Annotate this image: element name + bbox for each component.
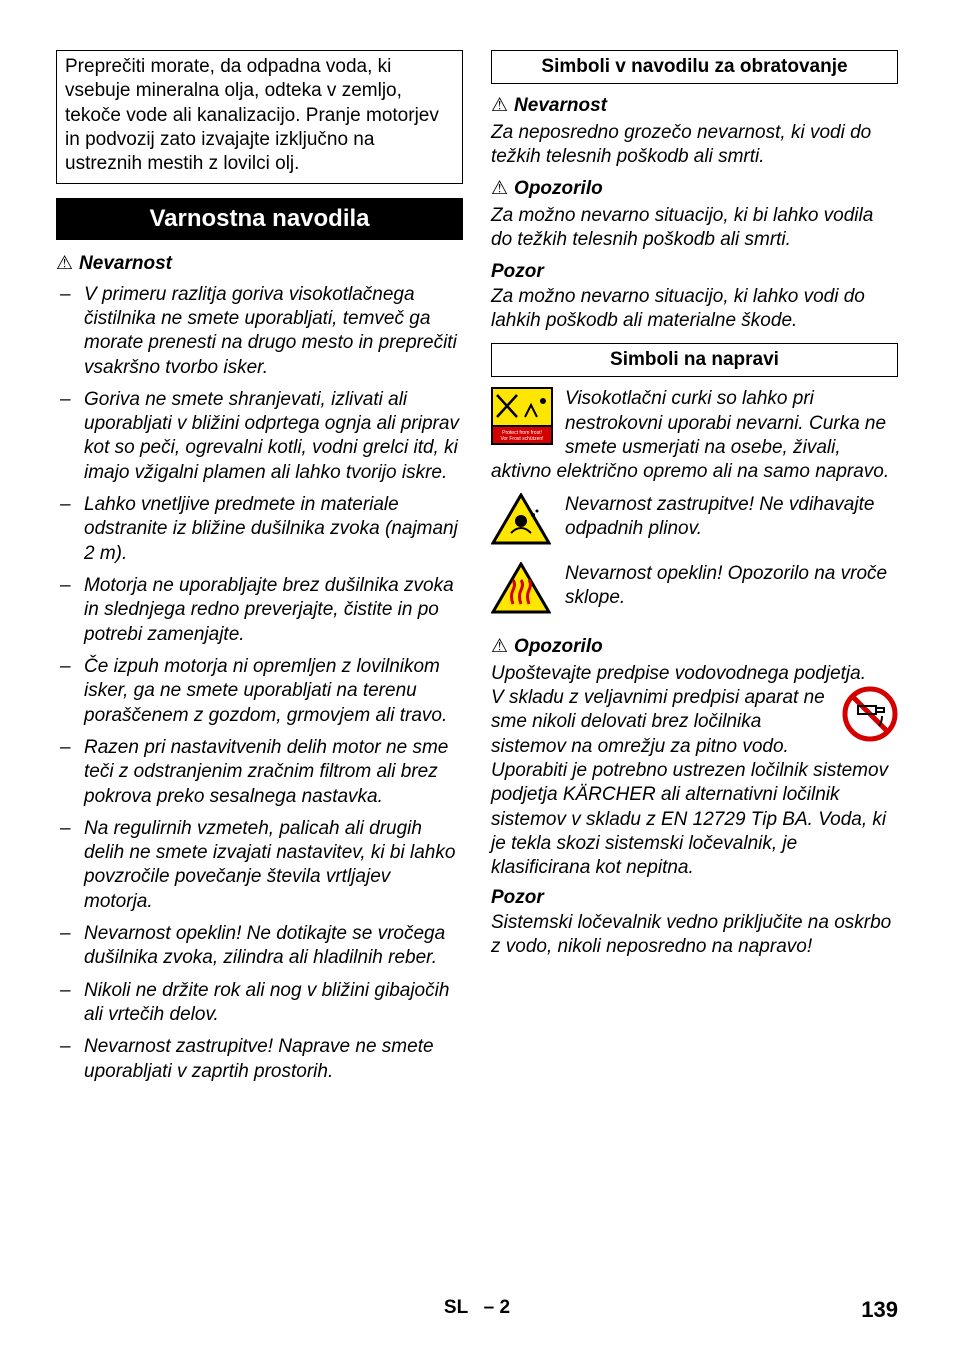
caution-label: Pozor xyxy=(491,260,898,284)
page-footer: SL – 2 139 xyxy=(56,1296,898,1324)
poison-exhaust-icon xyxy=(491,493,551,547)
list-item: Če izpuh motorja ni opremljen z lovilnik… xyxy=(56,655,463,728)
warning-triangle-icon: ⚠ xyxy=(56,253,73,274)
footer-local-page: – 2 xyxy=(484,1297,510,1318)
list-item: Nevarnost opeklin! Ne dotikajte se vroče… xyxy=(56,922,463,971)
svg-text:Vor Frost schützen!: Vor Frost schützen! xyxy=(500,436,543,442)
warning2-label: Opozorilo xyxy=(514,636,603,657)
list-item: V primeru razlitja goriva visokotlačnega… xyxy=(56,283,463,380)
warning-triangle-icon: ⚠ xyxy=(491,95,508,116)
list-item: Lahko vnetljive predmete in materiale od… xyxy=(56,493,463,566)
caution-text: Za možno nevarno situacijo, ki lahko vod… xyxy=(491,285,898,334)
danger-heading-right: ⚠ Nevarnost xyxy=(491,94,898,118)
warning-triangle-icon: ⚠ xyxy=(491,636,508,657)
list-item: Razen pri nastavitvenih delih motor ne s… xyxy=(56,736,463,809)
device-symbols-header: Simboli na napravi xyxy=(491,343,898,377)
list-item: Motorja ne uporabljajte brez dušilnika z… xyxy=(56,574,463,647)
hot-surface-icon xyxy=(491,562,551,616)
caution2-text: Sistemski ločevalnik vedno priključite n… xyxy=(491,911,898,960)
danger-label: Nevarnost xyxy=(79,253,172,274)
manual-symbols-header: Simboli v navodilu za obratovanje xyxy=(491,50,898,84)
caution2-label: Pozor xyxy=(491,886,898,910)
warning-triangle-icon: ⚠ xyxy=(491,178,508,199)
device-symbol-block-1: Protect from frost! Vor Frost schützen! … xyxy=(491,387,898,484)
warning2-body-wrap: V skladu z veljavnimi predpisi aparat ne… xyxy=(491,686,898,881)
warning2-line1: Upoštevajte predpise vodovodnega podjetj… xyxy=(491,662,898,686)
oil-notice-box: Preprečiti morate, da odpadna voda, ki v… xyxy=(56,50,463,184)
warning-label: Opozorilo xyxy=(514,178,603,199)
device-symbol-2-text: Nevarnost zastrupitve! Ne vdihavajte odp… xyxy=(565,493,898,554)
safety-bullet-list: V primeru razlitja goriva visokotlačnega… xyxy=(56,283,463,1084)
device-symbol-3-text: Nevarnost opeklin! Opozorilo na vroče sk… xyxy=(565,562,898,623)
list-item: Goriva ne smete shranjevati, izlivati al… xyxy=(56,388,463,485)
warning2-body: V skladu z veljavnimi predpisi aparat ne… xyxy=(491,687,888,878)
list-item: Na regulirnih vzmeteh, palicah ali drugi… xyxy=(56,817,463,914)
jet-warning-icon: Protect from frost! Vor Frost schützen! xyxy=(491,387,553,445)
device-symbols-title: Simboli na napravi xyxy=(610,349,779,370)
safety-section-header: Varnostna navodila xyxy=(56,198,463,241)
list-item: Nevarnost zastrupitve! Naprave ne smete … xyxy=(56,1035,463,1084)
danger-text: Za neposredno grozečo nevarnost, ki vodi… xyxy=(491,121,898,170)
warning-text: Za možno nevarno situacijo, ki bi lahko … xyxy=(491,204,898,253)
warning2-heading: ⚠ Opozorilo xyxy=(491,635,898,659)
footer-lang: SL xyxy=(444,1297,468,1318)
device-symbol-block-2: Nevarnost zastrupitve! Ne vdihavajte odp… xyxy=(491,493,898,554)
manual-symbols-title: Simboli v navodilu za obratovanje xyxy=(541,56,847,77)
safety-section-title: Varnostna navodila xyxy=(149,205,369,232)
warning-heading: ⚠ Opozorilo xyxy=(491,177,898,201)
danger-label: Nevarnost xyxy=(514,95,607,116)
oil-notice-text: Preprečiti morate, da odpadna voda, ki v… xyxy=(65,56,439,174)
device-symbol-block-3: Nevarnost opeklin! Opozorilo na vroče sk… xyxy=(491,562,898,623)
danger-heading: ⚠ Nevarnost xyxy=(56,252,463,276)
no-tap-water-icon xyxy=(842,686,898,742)
list-item: Nikoli ne držite rok ali nog v bližini g… xyxy=(56,979,463,1028)
